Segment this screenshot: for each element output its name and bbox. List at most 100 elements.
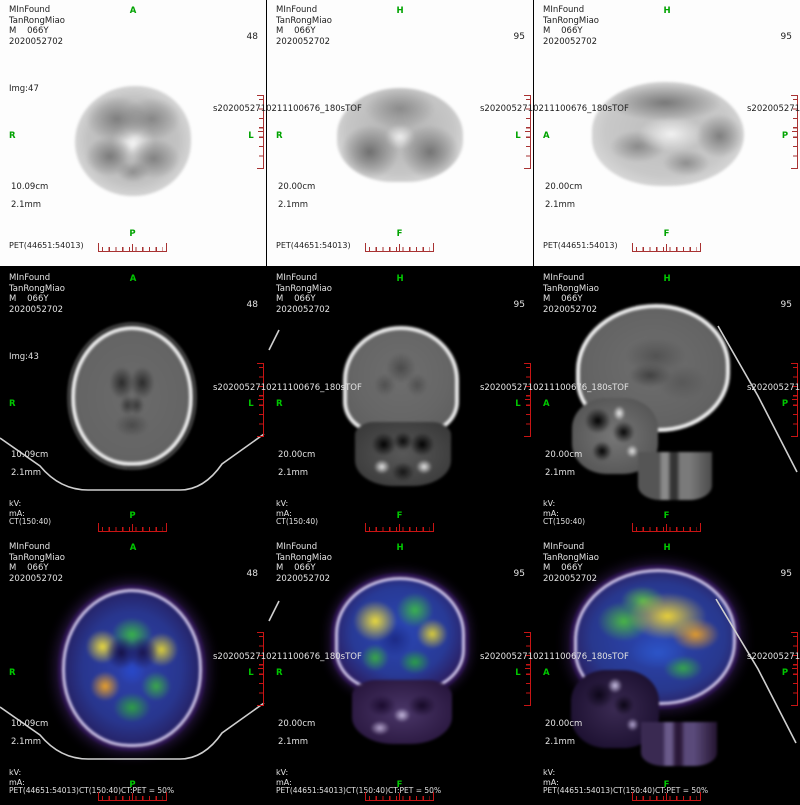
- orientation-marker-left: R: [9, 668, 16, 678]
- patient-info-block: MInFound TanRongMiao M 066Y 2020052702: [276, 273, 332, 315]
- orientation-marker-left: R: [276, 131, 283, 141]
- kv-label: kV:: [543, 499, 556, 508]
- slice-thickness-label: 2.1mm: [545, 200, 576, 210]
- series-description: s2020052710211100676_180sTOF: [213, 104, 362, 114]
- orientation-marker-left: R: [276, 399, 283, 409]
- window-level-label: CT(150:40): [543, 517, 586, 526]
- patient-name: TanRongMiao: [9, 552, 65, 563]
- viewport-panel[interactable]: MInFound TanRongMiao M 066Y 2020052702 H…: [534, 0, 800, 266]
- ma-label: mA:: [9, 777, 25, 787]
- acquisition-params: kV: mA:: [9, 499, 25, 518]
- orientation-marker-bottom: F: [663, 511, 670, 521]
- horizontal-scale-ruler: [632, 240, 701, 252]
- series-description: s2020052710211100676_180sTOF: [747, 383, 800, 393]
- orientation-marker-left: R: [276, 668, 283, 678]
- anatomy-image: [335, 577, 465, 744]
- slice-number: 95: [513, 569, 525, 579]
- vendor-label: MInFound: [9, 273, 51, 283]
- slice-number: 95: [780, 300, 792, 310]
- fov-label: 10.09cm: [11, 719, 49, 729]
- orientation-marker-top: H: [396, 6, 404, 16]
- slice-thickness-label: 2.1mm: [11, 200, 42, 210]
- acquisition-params: kV: mA:: [276, 768, 292, 787]
- viewport-panel[interactable]: MInFound TanRongMiao M 066Y 2020052702 H…: [534, 537, 800, 805]
- patient-name: TanRongMiao: [276, 15, 332, 26]
- patient-info-block: MInFound TanRongMiao M 066Y 2020052702: [543, 273, 599, 315]
- orientation-marker-bottom: P: [129, 780, 136, 790]
- horizontal-scale-ruler: [365, 240, 434, 252]
- series-description: s2020052710211100676_180sTOF: [213, 652, 362, 662]
- viewport-panel[interactable]: MInFound TanRongMiao M 066Y 2020052702 A…: [0, 268, 362, 536]
- acquisition-params: kV: mA:: [543, 768, 559, 787]
- orientation-marker-top: H: [663, 6, 671, 16]
- study-id: 2020052702: [9, 304, 64, 315]
- window-level-label: CT(150:40): [276, 517, 319, 526]
- acquisition-params: kV: mA:: [543, 499, 559, 518]
- fov-label: 20.00cm: [545, 182, 583, 192]
- vertical-scale-ruler: [257, 95, 264, 169]
- series-description: s2020052710211100676_180sTOF: [480, 652, 629, 662]
- window-level-label: PET(44651:54013): [543, 241, 618, 250]
- patient-sex-age: M 066Y: [543, 294, 583, 305]
- orientation-marker-top: H: [396, 543, 404, 553]
- slice-number: 48: [246, 300, 258, 310]
- vertical-scale-ruler: [791, 95, 798, 169]
- image-index-label: Img:43: [9, 352, 39, 362]
- anatomy-image: [71, 326, 193, 466]
- ma-label: mA:: [276, 777, 292, 787]
- orientation-marker-top: H: [663, 543, 671, 553]
- viewport-panel[interactable]: MInFound TanRongMiao M 066Y 2020052702 H…: [534, 268, 800, 536]
- horizontal-scale-ruler: [365, 789, 434, 801]
- orientation-marker-left: A: [543, 668, 550, 678]
- ma-label: mA:: [543, 777, 559, 787]
- viewport-panel[interactable]: MInFound TanRongMiao M 066Y 2020052702 H…: [267, 0, 629, 266]
- patient-name: TanRongMiao: [276, 552, 332, 563]
- slice-number: 95: [780, 569, 792, 579]
- fov-label: 20.00cm: [278, 450, 316, 460]
- viewport-panel[interactable]: MInFound TanRongMiao M 066Y 2020052702 A…: [0, 0, 362, 266]
- viewport-panel[interactable]: MInFound TanRongMiao M 066Y 2020052702 H…: [267, 268, 629, 536]
- slice-number: 48: [246, 569, 258, 579]
- viewport-panel[interactable]: MInFound TanRongMiao M 066Y 2020052702 H…: [267, 537, 629, 805]
- slice-thickness-label: 2.1mm: [545, 737, 576, 747]
- patient-info-block: MInFound TanRongMiao M 066Y 2020052702: [9, 273, 65, 315]
- orientation-marker-right: L: [515, 668, 521, 678]
- vertical-scale-ruler: [791, 632, 798, 706]
- slice-thickness-label: 2.1mm: [11, 737, 42, 747]
- viewport-panel[interactable]: MInFound TanRongMiao M 066Y 2020052702 A…: [0, 537, 362, 805]
- patient-info-block: MInFound TanRongMiao M 066Y 2020052702: [276, 542, 332, 584]
- vendor-label: MInFound: [276, 542, 318, 552]
- anatomy-image: [592, 82, 744, 186]
- patient-name: TanRongMiao: [9, 283, 65, 294]
- fov-label: 20.00cm: [545, 719, 583, 729]
- study-id: 2020052702: [543, 36, 598, 47]
- orientation-marker-right: L: [248, 399, 254, 409]
- acquisition-params: kV: mA:: [9, 768, 25, 787]
- slice-thickness-label: 2.1mm: [278, 737, 309, 747]
- orientation-marker-top: A: [129, 274, 137, 284]
- orientation-marker-right: P: [781, 399, 789, 409]
- horizontal-scale-ruler: [632, 789, 701, 801]
- slice-number: 48: [246, 32, 258, 42]
- orientation-marker-top: H: [396, 274, 404, 284]
- patient-sex-age: M 066Y: [9, 26, 49, 37]
- patient-sex-age: M 066Y: [9, 563, 49, 574]
- study-id: 2020052702: [9, 36, 64, 47]
- anatomy-image: [343, 326, 459, 486]
- window-level-label: PET(44651:54013)CT(150:40)CT:PET = 50%: [9, 786, 175, 795]
- patient-sex-age: M 066Y: [276, 563, 316, 574]
- ma-label: mA:: [276, 508, 292, 518]
- study-id: 2020052702: [543, 573, 598, 584]
- fov-label: 20.00cm: [278, 719, 316, 729]
- slice-thickness-label: 2.1mm: [278, 200, 309, 210]
- series-description: s2020052710211100676_180sTOF: [480, 104, 629, 114]
- study-id: 2020052702: [276, 36, 331, 47]
- orientation-marker-bottom: F: [396, 229, 403, 239]
- horizontal-scale-ruler: [365, 520, 434, 532]
- slice-thickness-label: 2.1mm: [278, 468, 309, 478]
- image-index-label: Img:47: [9, 84, 39, 94]
- orientation-marker-right: P: [781, 668, 789, 678]
- study-id: 2020052702: [276, 304, 331, 315]
- slice-number: 95: [780, 32, 792, 42]
